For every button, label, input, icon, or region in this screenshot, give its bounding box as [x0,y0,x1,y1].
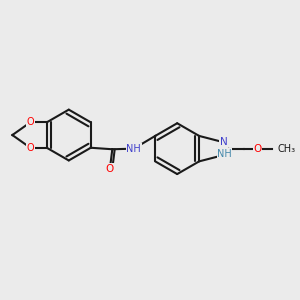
Text: O: O [254,144,262,154]
Text: O: O [106,164,114,174]
Text: N: N [220,137,228,147]
Text: CH₃: CH₃ [278,144,296,154]
Text: O: O [26,143,34,153]
Text: NH: NH [217,149,232,159]
Text: O: O [26,117,34,127]
Text: NH: NH [126,144,141,154]
